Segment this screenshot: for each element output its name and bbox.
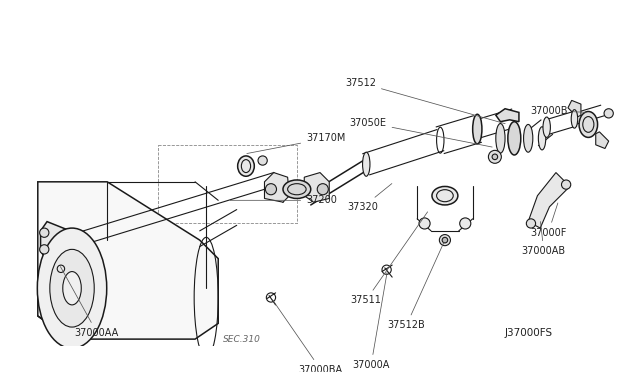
Circle shape xyxy=(526,219,536,228)
Ellipse shape xyxy=(508,122,521,155)
Text: 37512B: 37512B xyxy=(388,243,444,330)
Polygon shape xyxy=(65,283,79,293)
Text: 37000AB: 37000AB xyxy=(522,222,566,256)
Circle shape xyxy=(40,245,49,254)
Ellipse shape xyxy=(363,152,370,176)
Polygon shape xyxy=(568,100,581,117)
Ellipse shape xyxy=(50,249,94,327)
Text: 37000BA: 37000BA xyxy=(273,300,343,372)
Circle shape xyxy=(460,218,471,229)
Ellipse shape xyxy=(524,125,533,152)
Text: J37000FS: J37000FS xyxy=(505,328,553,338)
Polygon shape xyxy=(38,182,218,339)
Text: 37200: 37200 xyxy=(230,195,337,205)
Circle shape xyxy=(561,180,571,189)
Polygon shape xyxy=(304,173,329,202)
Circle shape xyxy=(317,184,328,195)
Text: 37000B: 37000B xyxy=(530,106,586,116)
Text: 37511: 37511 xyxy=(351,212,428,305)
Circle shape xyxy=(419,218,430,229)
Polygon shape xyxy=(596,132,609,148)
Circle shape xyxy=(40,228,49,237)
Circle shape xyxy=(604,109,613,118)
Ellipse shape xyxy=(283,180,311,199)
Ellipse shape xyxy=(432,186,458,205)
Ellipse shape xyxy=(496,124,505,153)
Ellipse shape xyxy=(572,110,578,128)
Ellipse shape xyxy=(473,114,482,144)
Circle shape xyxy=(488,150,501,163)
Text: 37000F: 37000F xyxy=(530,203,566,238)
Ellipse shape xyxy=(579,112,598,137)
Text: 37170M: 37170M xyxy=(247,133,346,154)
Ellipse shape xyxy=(543,117,550,137)
Text: 37000A: 37000A xyxy=(353,272,390,370)
Ellipse shape xyxy=(237,156,254,176)
Polygon shape xyxy=(496,109,519,122)
Text: 37000AA: 37000AA xyxy=(60,267,119,338)
Ellipse shape xyxy=(63,272,81,305)
Circle shape xyxy=(442,237,448,243)
Polygon shape xyxy=(40,222,70,260)
Circle shape xyxy=(258,156,268,165)
Circle shape xyxy=(266,184,276,195)
Text: 37050E: 37050E xyxy=(349,118,492,147)
Text: SEC.310: SEC.310 xyxy=(223,335,260,344)
Circle shape xyxy=(440,235,451,246)
Ellipse shape xyxy=(37,228,107,348)
Circle shape xyxy=(492,154,498,160)
Text: 37512: 37512 xyxy=(345,78,505,124)
Polygon shape xyxy=(264,173,289,202)
Ellipse shape xyxy=(538,127,546,150)
Text: 37320: 37320 xyxy=(348,183,392,212)
Polygon shape xyxy=(528,173,570,228)
